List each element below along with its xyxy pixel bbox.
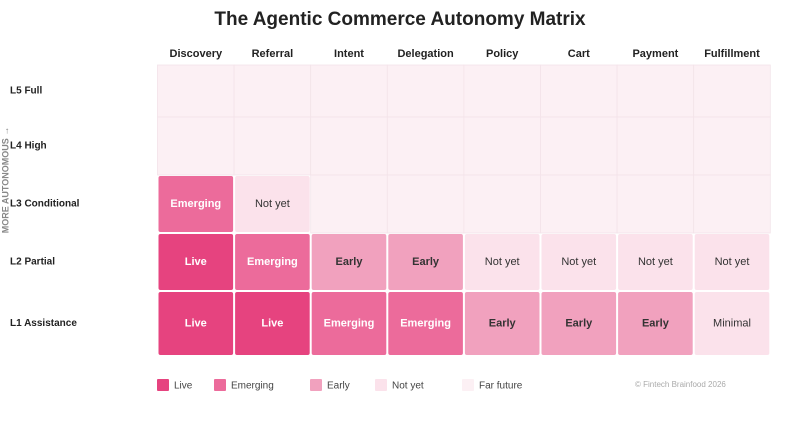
title: The Agentic Commerce Autonomy Matrix	[214, 9, 586, 30]
cell-label: Live	[185, 256, 207, 268]
cell	[235, 292, 310, 355]
legend-swatch	[375, 379, 387, 391]
legend-swatch	[157, 379, 169, 391]
cell-label: Live	[261, 317, 283, 329]
legend-label: Emerging	[231, 381, 274, 392]
legend-label: Early	[327, 381, 350, 392]
column-header: Delegation	[397, 48, 454, 60]
cell	[464, 234, 540, 290]
cell	[388, 292, 463, 355]
cell-label: Not yet	[715, 256, 750, 268]
axis-label: MORE AUTONOMOUS →	[0, 127, 10, 234]
cell	[694, 234, 770, 290]
column-header: Referral	[252, 48, 294, 60]
cell-label: Early	[565, 317, 593, 329]
cell	[233, 116, 312, 176]
cell	[463, 64, 541, 118]
column-header: Intent	[334, 48, 364, 60]
cell-label: Emerging	[247, 256, 298, 268]
cell	[310, 174, 388, 234]
cell	[541, 292, 617, 355]
legend-label: Live	[174, 381, 193, 392]
cell-label: Early	[489, 317, 517, 329]
cell-label: Live	[185, 317, 207, 329]
cell	[386, 116, 465, 176]
cell	[694, 292, 770, 355]
cell-label: Emerging	[170, 198, 221, 210]
cell	[386, 64, 465, 118]
cell-label: Not yet	[485, 256, 520, 268]
cell	[693, 174, 771, 234]
legend-label: Not yet	[392, 381, 424, 392]
cell	[463, 116, 541, 176]
credit: © Fintech Brainfood 2026	[635, 380, 726, 389]
cell-label: Early	[412, 256, 440, 268]
column-header: Payment	[632, 48, 678, 60]
cell-label: Not yet	[561, 256, 596, 268]
cell	[540, 64, 618, 118]
cell-label: Emerging	[400, 317, 451, 329]
column-header: Fulfillment	[704, 48, 760, 60]
row-label: L2 Partial	[10, 257, 55, 268]
cell-label: Not yet	[255, 198, 290, 210]
cell	[158, 292, 234, 355]
row-label: L4 High	[10, 141, 47, 152]
cell	[463, 174, 541, 234]
row-label: L5 Full	[10, 86, 42, 97]
cell	[157, 64, 235, 118]
cell	[311, 292, 387, 355]
row-label: L3 Conditional	[10, 199, 80, 210]
cell	[388, 234, 463, 290]
cell	[616, 116, 695, 176]
cell	[158, 234, 234, 290]
cell	[616, 64, 695, 118]
cell	[693, 64, 771, 118]
legend-label: Far future	[479, 381, 523, 392]
cell	[233, 64, 312, 118]
cell	[311, 234, 387, 290]
cell	[235, 176, 310, 232]
cell	[310, 116, 388, 176]
cell	[618, 292, 693, 355]
cell	[540, 174, 618, 234]
cell	[616, 174, 695, 234]
cell	[386, 174, 465, 234]
column-header: Discovery	[170, 48, 223, 60]
cell	[618, 234, 693, 290]
cell-label: Minimal	[713, 317, 751, 329]
cell	[310, 64, 388, 118]
cell	[541, 234, 617, 290]
column-header: Policy	[486, 48, 519, 60]
cell	[540, 116, 618, 176]
cell-label: Emerging	[324, 317, 375, 329]
column-header: Cart	[568, 48, 590, 60]
cell	[235, 234, 310, 290]
legend-swatch	[310, 379, 322, 391]
legend-swatch	[214, 379, 226, 391]
cell	[158, 176, 234, 232]
cell-label: Not yet	[638, 256, 673, 268]
legend-swatch	[462, 379, 474, 391]
cell	[157, 116, 235, 176]
cell	[464, 292, 540, 355]
cell-label: Early	[642, 317, 670, 329]
cell	[693, 116, 771, 176]
row-label: L1 Assistance	[10, 318, 77, 329]
cell-label: Early	[336, 256, 364, 268]
